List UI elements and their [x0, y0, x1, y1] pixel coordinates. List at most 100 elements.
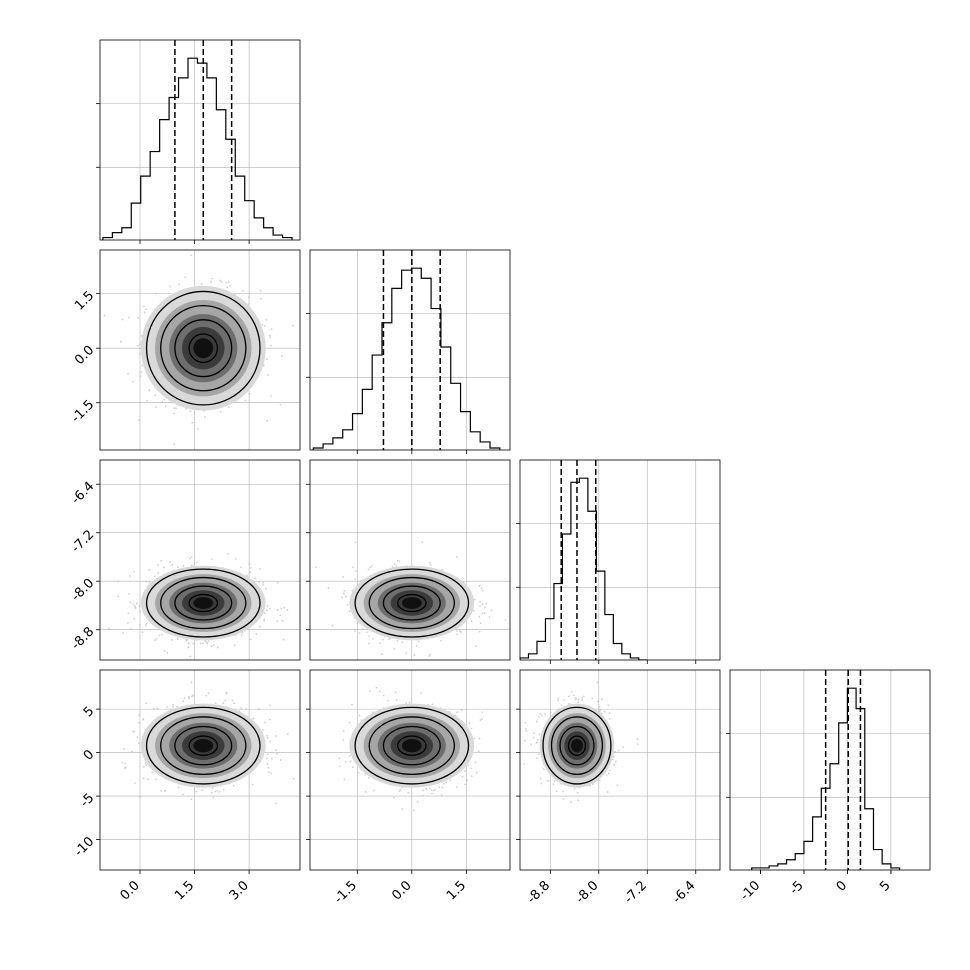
sample-point — [387, 638, 390, 641]
sample-point — [540, 714, 543, 717]
sample-point — [248, 563, 251, 565]
sample-point — [189, 254, 192, 257]
sample-point — [176, 637, 179, 640]
sample-point — [222, 788, 225, 791]
sample-point — [145, 624, 147, 627]
sample-point — [598, 705, 601, 708]
sample-point — [210, 791, 213, 794]
sample-point — [240, 566, 242, 569]
density-level-4 — [193, 338, 214, 359]
sample-point — [540, 782, 543, 785]
sample-point — [490, 609, 493, 612]
sample-point — [154, 394, 157, 397]
sample-point — [264, 587, 267, 590]
sample-point — [268, 718, 271, 721]
hist-panel-3 — [726, 669, 931, 871]
sample-point — [608, 769, 611, 772]
sample-point — [274, 749, 277, 752]
sample-point — [358, 632, 361, 635]
sample-point — [119, 340, 122, 343]
sample-point — [269, 740, 272, 743]
sample-point — [415, 645, 418, 647]
sample-point — [466, 779, 469, 782]
sample-point — [478, 615, 481, 618]
sample-point — [562, 798, 565, 800]
sample-point — [270, 772, 273, 775]
sample-point — [480, 587, 483, 590]
sample-point — [421, 541, 424, 544]
sample-point — [327, 587, 330, 589]
sample-point — [599, 709, 602, 712]
sample-point — [399, 789, 402, 791]
y-tick-label: -5 — [78, 791, 98, 811]
sample-point — [605, 774, 608, 777]
sample-point — [555, 790, 558, 793]
sample-point — [216, 789, 219, 792]
sample-point — [607, 704, 610, 707]
sample-point — [523, 762, 525, 765]
sample-point — [134, 607, 137, 609]
y-tick-label: 0.0 — [72, 343, 97, 368]
sample-point — [233, 702, 236, 705]
sample-point — [155, 637, 158, 640]
sample-point — [186, 461, 188, 463]
sample-point — [171, 564, 174, 566]
sample-point — [441, 786, 444, 789]
x-tick-label: 0.0 — [389, 878, 414, 903]
contour-3 — [145, 290, 261, 406]
sample-point — [348, 610, 351, 613]
sample-point — [196, 428, 199, 431]
sample-point — [154, 639, 157, 641]
contour-1 — [174, 319, 233, 378]
sample-point — [185, 407, 187, 410]
sample-point — [276, 752, 278, 755]
hist-step-3 — [751, 687, 901, 870]
sample-point — [160, 633, 163, 636]
sample-point — [530, 743, 532, 746]
sample-point — [431, 792, 433, 795]
sample-point — [262, 583, 265, 586]
sample-point — [182, 793, 184, 796]
sample-point — [408, 701, 411, 704]
y-tick-label: 1.5 — [72, 288, 97, 313]
sample-point — [137, 316, 140, 319]
sample-point — [156, 707, 159, 710]
contour-2 — [368, 716, 456, 775]
hist-panel-1-frame — [309, 249, 511, 451]
sample-point — [204, 640, 207, 642]
sample-point — [169, 285, 171, 288]
sample-point — [573, 694, 575, 697]
hist-step-2 — [520, 477, 648, 660]
sample-point — [170, 638, 173, 641]
density-panel-1-3-frame — [309, 669, 511, 871]
sample-point — [429, 561, 431, 564]
sample-point — [355, 570, 357, 573]
sample-point — [338, 765, 341, 768]
sample-point — [472, 609, 475, 612]
contour-2 — [550, 716, 604, 775]
sample-point — [379, 690, 381, 693]
contour-3 — [354, 706, 470, 785]
sample-point — [258, 625, 261, 628]
contour-3 — [145, 706, 261, 785]
sample-point — [251, 783, 254, 786]
sample-point — [226, 552, 229, 555]
sample-point — [262, 364, 265, 367]
contour-2 — [368, 576, 456, 630]
sample-point — [269, 336, 272, 339]
sample-point — [132, 380, 134, 383]
sample-point — [636, 743, 639, 745]
sample-point — [172, 703, 174, 706]
sample-point — [393, 563, 396, 565]
sample-point — [117, 580, 119, 583]
sample-point — [597, 700, 599, 703]
sample-point — [144, 762, 147, 765]
density-panel-1-2-frame — [309, 459, 511, 661]
sample-point — [211, 787, 214, 790]
sample-point — [477, 750, 480, 752]
sample-point — [130, 628, 132, 630]
sample-point — [470, 767, 473, 770]
sample-point — [354, 541, 357, 544]
sample-point — [416, 800, 419, 803]
